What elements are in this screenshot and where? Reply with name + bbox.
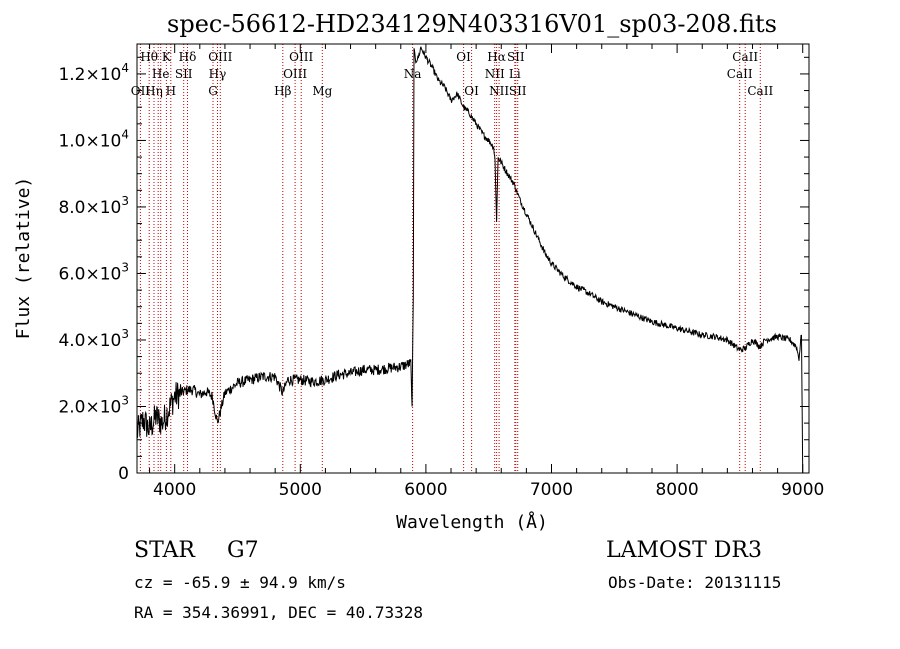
line-marker-label: CaII xyxy=(732,50,758,64)
line-marker-label: Hα xyxy=(487,50,506,64)
x-tick-label: 4000 xyxy=(153,480,196,500)
line-marker-label: Hθ xyxy=(140,50,158,64)
line-marker-label: Na xyxy=(404,67,422,81)
spectrum-line xyxy=(136,46,804,474)
y-tick-label: 8.0×103 xyxy=(58,194,129,218)
line-marker-label: H xyxy=(166,84,176,98)
line-marker-label: Mg xyxy=(312,84,332,98)
line-marker-label: G xyxy=(208,84,218,98)
line-marker-label: Hβ xyxy=(274,84,291,98)
object-subclass: G7 xyxy=(227,538,259,563)
x-tick-label: 9000 xyxy=(781,480,824,500)
line-marker-label: NII xyxy=(485,67,505,81)
y-tick-label: 6.0×103 xyxy=(58,260,129,284)
y-tick-label: 0 xyxy=(118,464,129,484)
x-axis-label: Wavelength (Å) xyxy=(396,511,548,533)
object-classification: STAR G7 xyxy=(134,538,259,563)
line-marker-label: Hγ xyxy=(209,67,227,81)
ra-dec-coordinates: RA = 354.36991, DEC = 40.73328 xyxy=(134,603,423,622)
line-marker-label: NII xyxy=(489,84,509,98)
line-marker-label: OIII xyxy=(283,67,307,81)
x-tick-label: 5000 xyxy=(279,480,322,500)
line-marker-label: He xyxy=(152,67,170,81)
y-axis-label: Flux (relative) xyxy=(13,177,34,340)
x-tick-label: 7000 xyxy=(530,480,573,500)
object-class: STAR xyxy=(134,538,195,563)
y-tick-label: 1.0×104 xyxy=(58,127,129,151)
spectrum-chart: spec-56612-HD234129N403316V01_sp03-208.f… xyxy=(13,10,824,533)
y-tick-label: 4.0×103 xyxy=(58,327,129,351)
line-marker-label: OIII xyxy=(208,50,232,64)
line-marker-label: K xyxy=(162,50,172,64)
x-tick-label: 6000 xyxy=(404,480,447,500)
chart-title: spec-56612-HD234129N403316V01_sp03-208.f… xyxy=(167,10,777,38)
x-tick-label: 8000 xyxy=(655,480,698,500)
line-marker-label: SII xyxy=(509,84,527,98)
line-marker-label: OI xyxy=(456,50,471,64)
line-marker-label: Hδ xyxy=(179,50,197,64)
line-marker-label: Li xyxy=(509,67,521,81)
survey-name: LAMOST DR3 xyxy=(606,538,762,563)
plot-frame xyxy=(136,43,810,474)
x-axis-ticks: 4000 5000 6000 7000 8000 9000 xyxy=(149,44,824,500)
line-marker-labels: HθOIIHηHeKHSIIHδGHγOIIIHβOIIIOIIIMgNaOIO… xyxy=(131,50,774,98)
y-tick-label: 2.0×103 xyxy=(58,393,129,417)
y-axis-ticks: 0 2.0×103 4.0×103 6.0×103 8.0×103 1.0×104 1.2×… xyxy=(58,56,809,484)
line-marker-label: OIII xyxy=(289,50,313,64)
line-marker-label: SII xyxy=(175,67,193,81)
y-tick-label: 1.2×104 xyxy=(58,61,129,85)
line-markers xyxy=(139,44,761,473)
line-marker-label: OI xyxy=(464,84,479,98)
redshift-cz: cz = -65.9 ± 94.9 km/s xyxy=(134,573,346,592)
line-marker-label: CaII xyxy=(727,67,753,81)
line-marker-label: Hη xyxy=(145,84,163,98)
observation-date: Obs-Date: 20131115 xyxy=(608,573,782,592)
line-marker-label: CaII xyxy=(747,84,773,98)
line-marker-label: SII xyxy=(507,50,525,64)
